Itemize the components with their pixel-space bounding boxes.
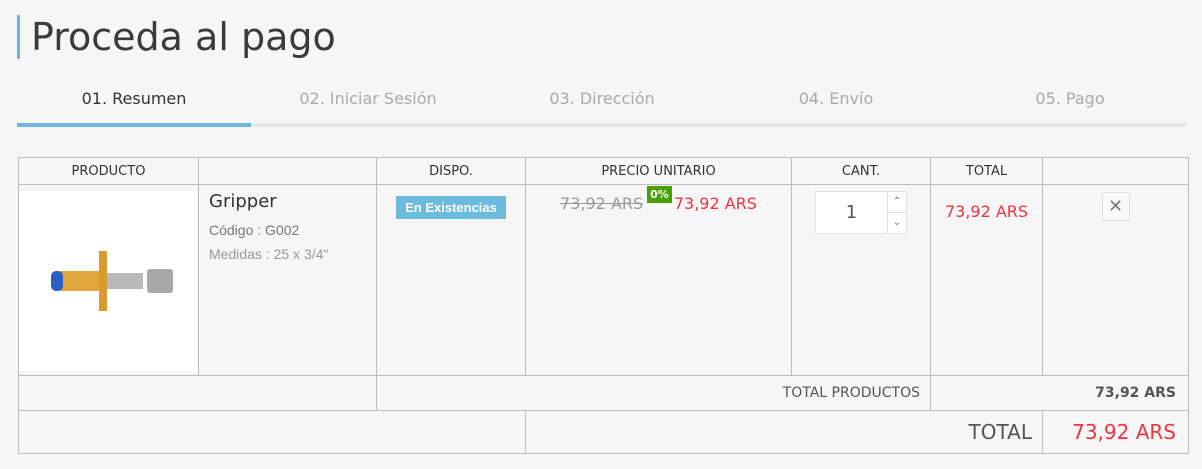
line-total-cell: 73,92 ARS — [930, 184, 1043, 376]
header-product: PRODUCTO — [18, 157, 199, 185]
product-size: Medidas : 25 x 3/4" — [209, 246, 329, 262]
availability-cell: En Existencias — [376, 184, 526, 376]
header-description — [198, 157, 377, 185]
old-price: 73,92 ARS — [560, 194, 644, 213]
product-code: Código : G002 — [209, 222, 300, 238]
total-label: TOTAL — [525, 410, 1043, 454]
chevron-up-icon[interactable]: ⌃ — [888, 192, 906, 213]
quantity-input[interactable]: 1 — [816, 192, 888, 233]
step-resumen[interactable]: 01. Resumen — [17, 86, 251, 127]
availability-badge: En Existencias — [396, 196, 506, 219]
step-iniciar-sesion[interactable]: 02. Iniciar Sesión — [299, 89, 437, 108]
table-row: Gripper Código : G002 Medidas : 25 x 3/4… — [18, 184, 1189, 376]
grand-total-row: TOTAL 73,92 ARS — [18, 410, 1189, 454]
header-quantity: CANT. — [791, 157, 931, 185]
page-title: Proceda al pago — [17, 15, 336, 59]
quantity-stepper[interactable]: 1 ⌃ ⌄ — [815, 191, 907, 234]
quantity-cell: 1 ⌃ ⌄ — [791, 184, 931, 376]
unit-price-cell: 73,92 ARS 0% 73,92 ARS — [525, 184, 792, 376]
total-value: 73,92 ARS — [1042, 410, 1189, 454]
line-total: 73,92 ARS — [944, 202, 1029, 221]
product-image[interactable] — [19, 191, 197, 371]
remove-item-button[interactable]: ✕ — [1101, 192, 1130, 221]
step-direccion[interactable]: 03. Dirección — [549, 89, 655, 108]
total-products-row: TOTAL PRODUCTOS 73,92 ARS — [18, 375, 1189, 411]
unit-price: 73,92 ARS — [673, 194, 757, 213]
header-actions — [1042, 157, 1189, 185]
header-unit-price: PRECIO UNITARIO — [525, 157, 792, 185]
checkout-steps: 01. Resumen 02. Iniciar Sesión 03. Direc… — [17, 86, 1187, 127]
discount-badge: 0% — [647, 186, 672, 203]
step-envio[interactable]: 04. Envío — [798, 89, 874, 108]
header-total: TOTAL — [930, 157, 1043, 185]
product-name[interactable]: Gripper — [209, 191, 277, 212]
total-products-value: 73,92 ARS — [930, 375, 1189, 411]
cart-table: PRODUCTO DISPO. PRECIO UNITARIO CANT. TO… — [18, 157, 1189, 454]
product-image-cell — [18, 184, 199, 376]
close-icon: ✕ — [1107, 196, 1124, 217]
actions-cell: ✕ — [1042, 184, 1189, 376]
table-header: PRODUCTO DISPO. PRECIO UNITARIO CANT. TO… — [18, 157, 1189, 185]
step-pago[interactable]: 05. Pago — [1035, 89, 1105, 108]
product-info-cell: Gripper Código : G002 Medidas : 25 x 3/4… — [198, 184, 377, 376]
chevron-down-icon[interactable]: ⌄ — [892, 217, 902, 228]
header-availability: DISPO. — [376, 157, 526, 185]
total-products-label: TOTAL PRODUCTOS — [376, 375, 931, 411]
